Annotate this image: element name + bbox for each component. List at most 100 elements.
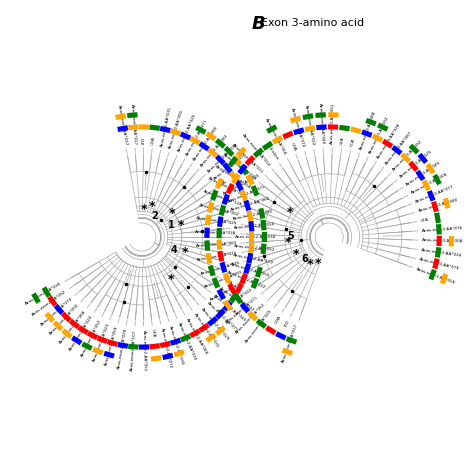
Text: 4: 4 [171, 245, 178, 255]
Text: Anas-exon3-AA*002: Anas-exon3-AA*002 [199, 202, 240, 217]
Polygon shape [246, 253, 254, 264]
Polygon shape [103, 351, 115, 359]
Polygon shape [255, 266, 263, 278]
Text: *: * [307, 258, 313, 271]
Polygon shape [210, 190, 219, 201]
Polygon shape [239, 273, 248, 284]
Text: Anas-exon2-AA*045: Anas-exon2-AA*045 [213, 294, 247, 323]
Text: UEA: UEA [340, 137, 345, 146]
Polygon shape [217, 228, 222, 238]
Text: Anas-exon3-AA*077: Anas-exon3-AA*077 [414, 185, 454, 204]
Text: Anas-exon2-AA*035: Anas-exon2-AA*035 [207, 142, 239, 173]
Polygon shape [189, 328, 201, 338]
Polygon shape [139, 124, 149, 130]
Text: UCA: UCA [350, 138, 356, 147]
Text: Anas-exon3-AA*062: Anas-exon3-AA*062 [235, 302, 266, 335]
Text: Anas-exon3-AA*025: Anas-exon3-AA*025 [245, 309, 273, 344]
Text: *: * [168, 273, 174, 286]
Polygon shape [266, 124, 278, 134]
Text: Anas-exon3-AA*017: Anas-exon3-AA*017 [282, 323, 300, 364]
Polygon shape [205, 131, 217, 141]
Text: Anas-exon3-AA*087: Anas-exon3-AA*087 [385, 130, 413, 165]
Polygon shape [215, 155, 226, 165]
Polygon shape [205, 253, 212, 264]
Polygon shape [382, 139, 393, 148]
Polygon shape [81, 342, 93, 351]
Polygon shape [207, 147, 218, 158]
Polygon shape [170, 128, 181, 136]
Polygon shape [149, 125, 160, 131]
Polygon shape [219, 262, 228, 273]
Text: Anas-exon2-AA*091: Anas-exon2-AA*091 [168, 109, 185, 149]
Polygon shape [173, 349, 185, 357]
Text: Anas-exon2-AA*030: Anas-exon2-AA*030 [168, 325, 185, 365]
Polygon shape [207, 316, 218, 327]
Text: LTD: LTD [142, 137, 146, 145]
Polygon shape [219, 205, 226, 216]
Text: Anas-exon3-AA*006: Anas-exon3-AA*006 [410, 172, 448, 195]
Polygon shape [217, 239, 222, 250]
Polygon shape [415, 170, 425, 181]
Text: Anas-exon3-AA*029: Anas-exon3-AA*029 [196, 216, 237, 226]
Polygon shape [215, 178, 224, 189]
Polygon shape [243, 200, 251, 211]
Polygon shape [237, 164, 247, 175]
Text: Anas-exon2-AA*083: Anas-exon2-AA*083 [200, 133, 229, 167]
Polygon shape [207, 202, 214, 213]
Text: Anas-exon3-AA*031: Anas-exon3-AA*031 [231, 143, 264, 174]
Polygon shape [286, 336, 297, 345]
Text: Anas-exon3-AA*032: Anas-exon3-AA*032 [368, 116, 390, 155]
Polygon shape [77, 325, 89, 335]
Polygon shape [211, 277, 220, 289]
Polygon shape [328, 112, 339, 118]
Polygon shape [127, 112, 138, 118]
Polygon shape [31, 292, 41, 304]
Text: Anas-exon2-AA*023: Anas-exon2-AA*023 [91, 323, 110, 363]
Text: Anas-exon3-AA*024: Anas-exon3-AA*024 [222, 153, 257, 182]
Polygon shape [149, 343, 160, 349]
Text: UDA: UDA [151, 136, 155, 145]
Text: Anas-exon3-AA*092: Anas-exon3-AA*092 [392, 139, 424, 172]
Polygon shape [431, 201, 439, 212]
Polygon shape [316, 124, 327, 130]
Polygon shape [232, 155, 242, 166]
Text: Anas-exon3-AA*088: Anas-exon3-AA*088 [359, 110, 377, 151]
Text: 5: 5 [287, 231, 294, 241]
Polygon shape [107, 339, 118, 347]
Polygon shape [339, 125, 350, 131]
Text: Anas-exon2-AA*039: Anas-exon2-AA*039 [25, 282, 63, 306]
Polygon shape [443, 198, 451, 209]
Polygon shape [290, 116, 301, 123]
Text: *: * [287, 206, 293, 219]
Text: Anas-exon2-AA*103: Anas-exon2-AA*103 [232, 253, 273, 265]
Text: Anas-exon3-AA*040: Anas-exon3-AA*040 [418, 198, 458, 213]
Text: Anas-exon2-AA*059: Anas-exon2-AA*059 [104, 326, 119, 367]
Polygon shape [199, 323, 210, 333]
Text: Anas-exon3-AA*071: Anas-exon3-AA*071 [225, 295, 259, 325]
Polygon shape [262, 232, 267, 242]
Text: UEA: UEA [151, 329, 155, 338]
Polygon shape [434, 212, 441, 223]
Text: Chicken: Chicken [266, 146, 279, 161]
Polygon shape [377, 123, 389, 132]
Polygon shape [229, 292, 239, 303]
Text: 1: 1 [168, 220, 175, 230]
Polygon shape [239, 190, 248, 201]
Text: Anas-exon2-AA*071: Anas-exon2-AA*071 [185, 119, 209, 157]
Text: Anas-exon3-AA*128: Anas-exon3-AA*128 [202, 189, 243, 207]
Polygon shape [422, 180, 431, 191]
Text: 6: 6 [301, 254, 308, 264]
Polygon shape [215, 138, 226, 149]
Polygon shape [233, 293, 243, 304]
Polygon shape [361, 129, 373, 138]
Text: *: * [285, 236, 292, 249]
Text: Anas-exon3-AA*022: Anas-exon3-AA*022 [217, 287, 254, 314]
Polygon shape [265, 326, 277, 335]
Text: Anas-exon2-AA*092: Anas-exon2-AA*092 [32, 289, 68, 317]
Text: Anas-exon3-AA*014: Anas-exon3-AA*014 [242, 133, 271, 167]
Polygon shape [228, 156, 238, 167]
Text: Anas-exon3-AA*008: Anas-exon3-AA*008 [422, 238, 463, 244]
Polygon shape [208, 265, 216, 276]
Polygon shape [231, 173, 241, 184]
Polygon shape [205, 333, 217, 343]
